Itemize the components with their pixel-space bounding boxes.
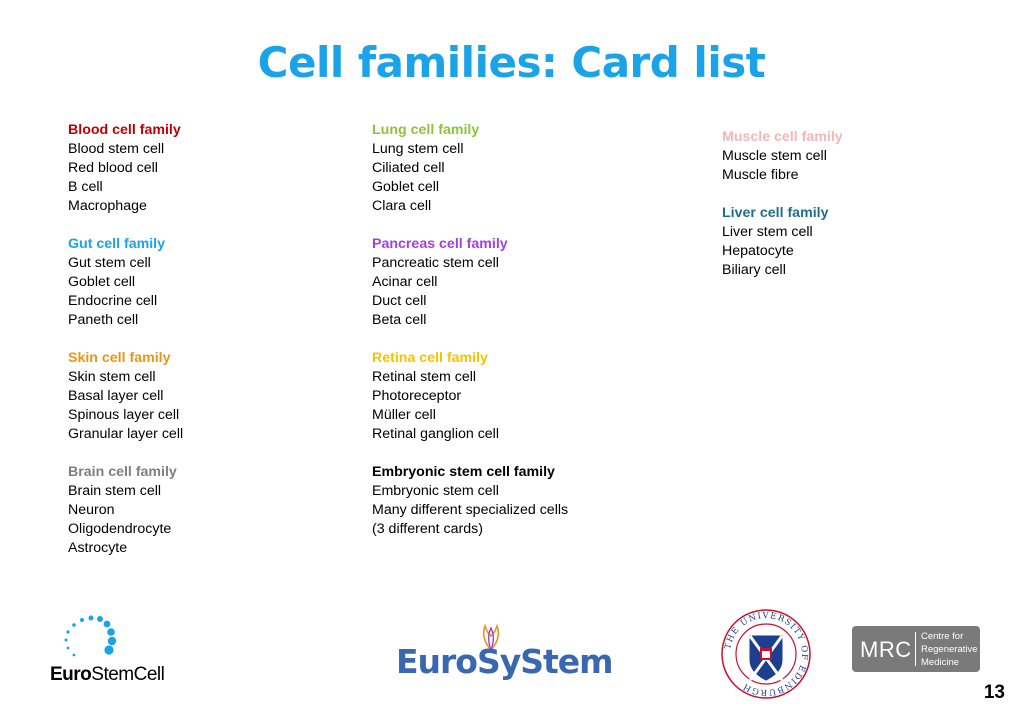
university-crest-icon: THE UNIVERSITY OF EDINBURGH	[721, 609, 811, 699]
column-middle: Lung cell family Lung stem cell Ciliated c…	[372, 121, 568, 558]
cell-family-block: Gut cell family Gut stem cell Goblet cell E…	[68, 235, 183, 330]
cell-type-item: Goblet cell	[372, 179, 440, 195]
cell-family-block: Muscle cell family Muscle stem cell Muscle…	[722, 128, 843, 185]
eurosystem-wordmark: EuroSyStem	[396, 642, 614, 681]
cell-type-item: Neuron	[68, 502, 115, 518]
cell-type-item: Muscle fibre	[722, 167, 799, 183]
cell-type-item: Goblet cell	[68, 274, 136, 290]
cell-type-item: Brain stem cell	[68, 483, 162, 499]
cell-family-block: Embryonic stem cell family Embryonic stem…	[372, 463, 568, 539]
cell-type-item: Oligodendrocyte	[68, 521, 172, 537]
university-of-edinburgh-logo: THE UNIVERSITY OF EDINBURGH	[720, 608, 812, 700]
cell-type-item: Granular layer cell	[68, 426, 184, 442]
cell-family-heading: Retina cell family	[372, 350, 488, 366]
cell-type-item: Endocrine cell	[68, 293, 158, 309]
cell-type-item: (3 different cards)	[372, 521, 483, 537]
cell-type-item: Clara cell	[372, 198, 432, 214]
cell-family-heading: Skin cell family	[68, 350, 171, 366]
cell-type-item: B cell	[68, 179, 103, 195]
cell-type-item: Retinal stem cell	[372, 369, 477, 385]
cell-family-block: Lung cell family Lung stem cell Ciliated c…	[372, 121, 568, 216]
cell-family-block: Brain cell family Brain stem cell Neuron Ol…	[68, 463, 183, 558]
cell-type-item: Basal layer cell	[68, 388, 164, 404]
cell-family-heading: Pancreas cell family	[372, 236, 508, 252]
cell-family-heading: Muscle cell family	[722, 129, 843, 145]
tulip-icon	[482, 623, 500, 652]
cell-family-heading: Lung cell family	[372, 122, 480, 138]
column-right: Muscle cell family Muscle stem cell Muscle…	[722, 128, 843, 299]
cell-family-heading: Liver cell family	[722, 205, 829, 221]
cell-family-block: Blood cell family Blood stem cell Red bloo…	[68, 121, 183, 216]
eurostemcell-logo: EuroStemCell	[48, 612, 168, 687]
cell-type-item: Liver stem cell	[722, 224, 813, 240]
cell-type-item: Astrocyte	[68, 540, 128, 556]
cell-type-item: Pancreatic stem cell	[372, 255, 499, 271]
cell-family-block: Skin cell family Skin stem cell Basal laye…	[68, 349, 183, 444]
cell-type-item: Many different specialized cells	[372, 502, 569, 518]
cell-type-item: Gut stem cell	[68, 255, 151, 271]
cell-type-item: Beta cell	[372, 312, 427, 328]
mrc-logo: MRC Centre for Regenerative Medicine	[852, 626, 980, 672]
cell-type-item: Muscle stem cell	[722, 148, 827, 164]
cell-type-item: Embryonic stem cell	[372, 483, 499, 499]
cell-family-block: Retina cell family Retinal stem cell Photo…	[372, 349, 568, 444]
cell-type-item: Spinous layer cell	[68, 407, 180, 423]
cell-type-item: Blood stem cell	[68, 141, 165, 157]
cell-type-item: Macrophage	[68, 198, 147, 214]
cell-type-item: Ciliated cell	[372, 160, 445, 176]
mrc-wordmark: MRC	[860, 637, 912, 662]
cell-family-block: Pancreas cell family Pancreatic stem cell…	[372, 235, 568, 330]
cell-type-item: Retinal ganglion cell	[372, 426, 499, 442]
cell-family-heading: Blood cell family	[68, 122, 181, 138]
cell-family-block: Liver cell family Liver stem cell Hepatocy…	[722, 204, 843, 280]
cell-type-item: Duct cell	[372, 293, 427, 309]
stem-cell-dots-icon	[64, 615, 117, 657]
cell-type-item: Lung stem cell	[372, 141, 464, 157]
cell-family-heading: Brain cell family	[68, 464, 177, 480]
cell-type-item: Skin stem cell	[68, 369, 156, 385]
mrc-divider	[915, 632, 916, 666]
cell-type-item: Müller cell	[372, 407, 436, 423]
cell-type-item: Acinar cell	[372, 274, 438, 290]
eurosystem-logo: EuroSyStem	[392, 622, 614, 687]
cell-type-item: Biliary cell	[722, 262, 786, 278]
cell-type-item: Paneth cell	[68, 312, 139, 328]
mrc-centre-name: Centre for Regenerative Medicine	[921, 631, 978, 668]
page-number: 13	[983, 682, 1005, 703]
slide-title: Cell families: Card list	[257, 38, 766, 87]
cell-type-item: Hepatocyte	[722, 243, 794, 259]
cell-family-heading: Gut cell family	[68, 236, 165, 252]
eurostemcell-wordmark: EuroStemCell	[50, 664, 165, 685]
column-left: Blood cell family Blood stem cell Red bloo…	[68, 121, 183, 577]
cell-type-item: Photoreceptor	[372, 388, 462, 404]
cell-type-item: Red blood cell	[68, 160, 158, 176]
cell-family-heading: Embryonic stem cell family	[372, 464, 555, 480]
